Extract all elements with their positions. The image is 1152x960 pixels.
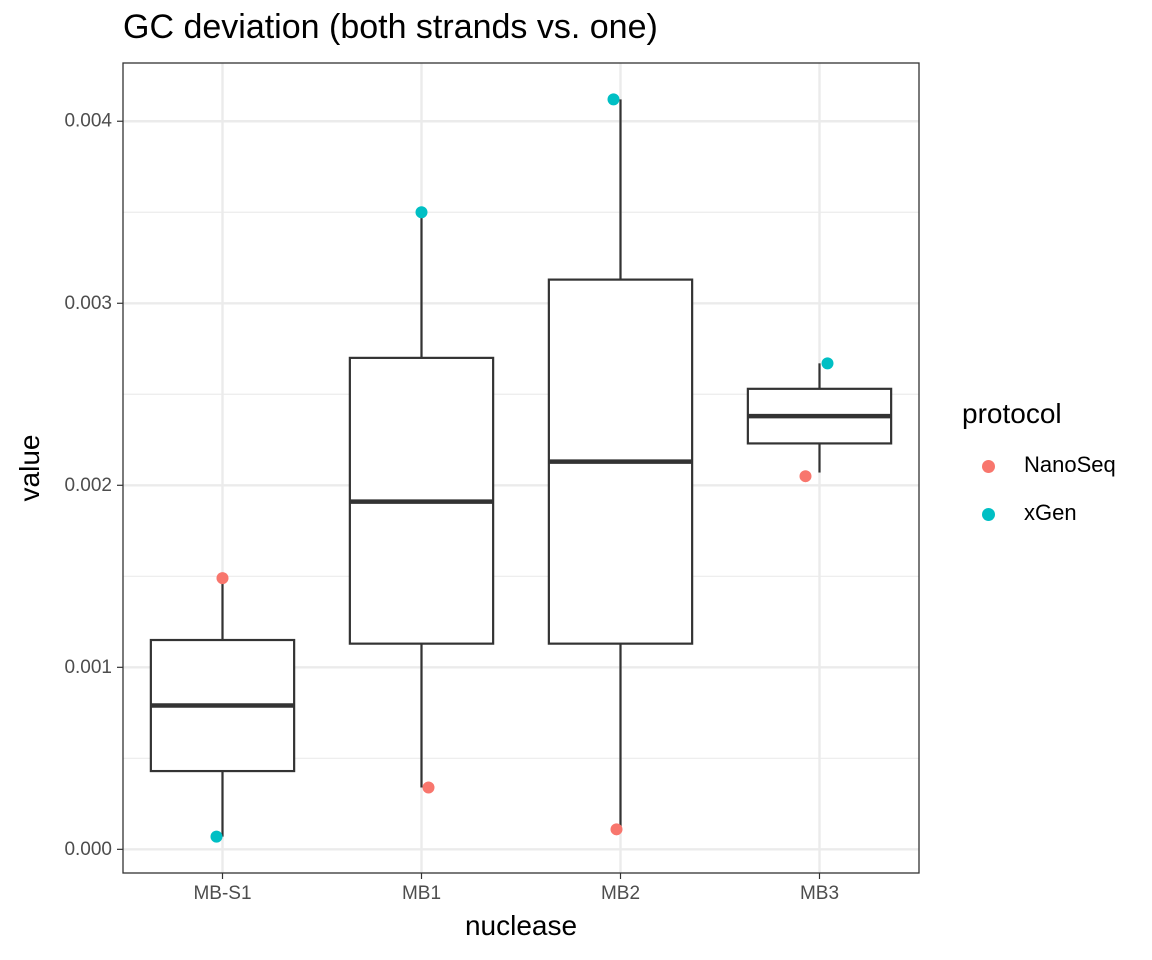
data-point-xgen (210, 830, 223, 843)
x-tick-label: MB2 (601, 883, 640, 904)
y-tick-label: 0.002 (64, 475, 112, 496)
data-point-xgen (415, 206, 428, 219)
y-tick-label: 0.004 (64, 111, 112, 132)
y-axis-label: value (14, 434, 45, 502)
data-point-nanoseq (422, 781, 435, 794)
legend-item-nanoseq: NanoSeq (962, 446, 1116, 494)
legend-key-nanoseq (982, 460, 995, 473)
legend-title: protocol (962, 398, 1062, 429)
chart-title: GC deviation (both strands vs. one) (123, 8, 658, 46)
x-axis-label: nuclease (464, 910, 578, 941)
data-point-nanoseq (799, 470, 812, 483)
y-tick-label: 0.000 (64, 839, 112, 860)
y-tick-label: 0.001 (64, 657, 112, 678)
x-tick-label: MB1 (402, 883, 441, 904)
plot-border (122, 62, 920, 874)
legend-key-xgen (982, 508, 995, 521)
data-point-nanoseq (610, 823, 623, 836)
x-tick-label: MB3 (800, 883, 839, 904)
x-tick-label: MB-S1 (193, 883, 251, 904)
data-point-nanoseq (216, 572, 229, 585)
legend-item-xgen: xGen (962, 494, 1077, 542)
data-point-xgen (607, 93, 620, 106)
legend-label-nanoseq: NanoSeq (1024, 452, 1116, 477)
data-point-xgen (821, 357, 834, 370)
y-tick-label: 0.003 (64, 293, 112, 314)
legend: protocol NanoSeq xGen (962, 398, 1116, 542)
legend-label-xgen: xGen (1024, 500, 1077, 525)
